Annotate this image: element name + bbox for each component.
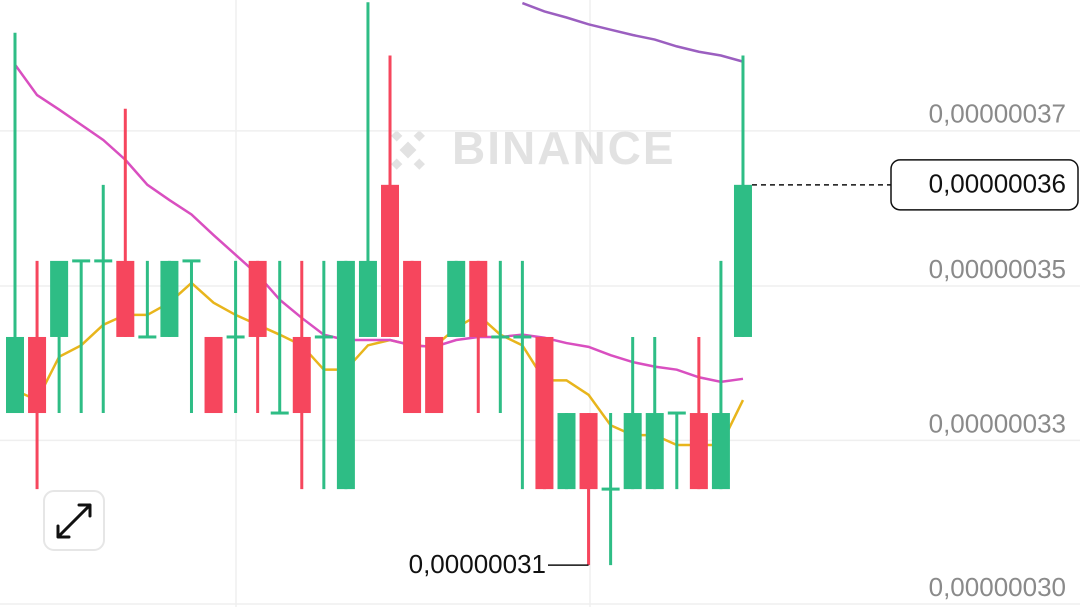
candle-body: [138, 335, 157, 339]
candle-body: [381, 184, 400, 337]
candle-body: [248, 260, 267, 337]
last-price-box: [890, 159, 1079, 211]
y-tick-label: 0,00000033: [929, 408, 1066, 438]
labels: 0,00000037 0,00000035 0,00000033 0,00000030…: [409, 99, 1079, 602]
candle-body: [711, 413, 730, 490]
candle-body: [689, 413, 708, 490]
candles: [6, 2, 752, 566]
candle-body: [535, 336, 554, 490]
candle-body: [491, 335, 510, 339]
watermark-logo: [391, 130, 425, 170]
candle-body: [403, 260, 422, 414]
candle-body: [469, 260, 488, 337]
candle-body: [733, 184, 752, 337]
moving-average-line: [521, 1, 744, 63]
candle-body: [336, 260, 355, 490]
last-price-label: 0,00000036: [929, 169, 1066, 199]
candle-body: [270, 411, 289, 415]
candle-body: [314, 335, 333, 339]
candle-body: [94, 259, 113, 263]
candle-body: [292, 336, 311, 414]
moving-average-line: [13, 63, 744, 384]
candle-body: [182, 259, 201, 263]
candle-body: [28, 336, 47, 414]
candle-body: [6, 336, 24, 414]
low-marker-label: 0,00000031: [409, 549, 546, 579]
candle-body: [667, 411, 686, 415]
candle-body: [226, 335, 245, 339]
watermark-text: BINANCE: [452, 122, 676, 174]
candle-body: [623, 413, 642, 490]
candle-body: [50, 260, 69, 337]
candle-body: [601, 487, 620, 491]
candle-body: [425, 336, 444, 414]
moving-average-line: [14, 281, 745, 447]
candle-body: [204, 336, 223, 414]
candle-body: [116, 260, 135, 337]
candle-body: [72, 259, 91, 263]
expand-icon[interactable]: [56, 503, 92, 539]
candle-body: [579, 413, 598, 490]
expand-button[interactable]: [43, 490, 105, 551]
candle-body: [358, 260, 377, 337]
y-tick-label: 0,00000037: [929, 99, 1066, 129]
y-tick-label: 0,00000035: [929, 254, 1066, 284]
candle-body: [447, 260, 466, 337]
candle-body: [645, 413, 664, 490]
watermark: BINANCE: [391, 122, 676, 174]
candle-body: [557, 413, 576, 490]
candle-body: [160, 260, 179, 337]
candle-body: [513, 335, 532, 339]
moving-averages: [13, 1, 745, 447]
y-tick-label: 0,00000030: [929, 572, 1066, 602]
